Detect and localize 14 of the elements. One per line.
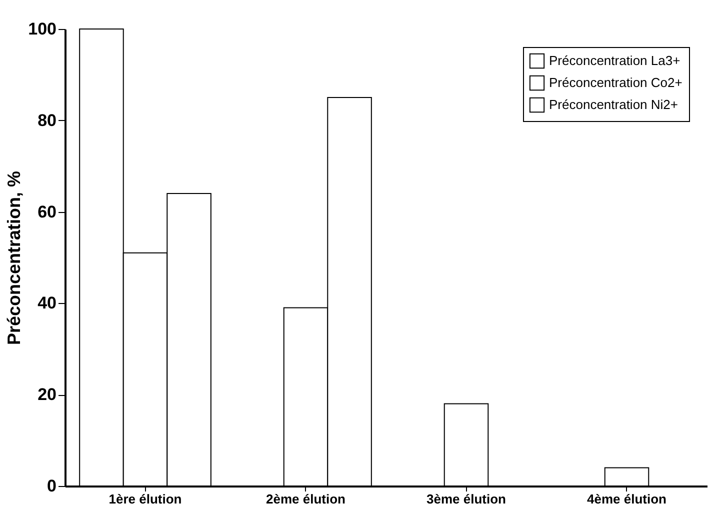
legend-label: Préconcentration La3+ [549, 53, 680, 68]
x-tick-label: 1ère élution [108, 492, 182, 506]
y-tick-label: 80 [38, 110, 56, 130]
y-tick-label: 0 [47, 476, 56, 496]
legend-label: Préconcentration Ni2+ [549, 97, 678, 112]
legend-label: Préconcentration Co2+ [549, 75, 682, 90]
y-tick-label: 20 [38, 385, 56, 404]
x-tick-label: 3ème élution [426, 492, 506, 506]
y-tick-label: 60 [38, 202, 56, 222]
y-axis-title: Préconcentration, % [4, 170, 24, 346]
x-tick-label: 4ème élution [587, 492, 667, 506]
y-tick-label: 100 [28, 20, 56, 38]
x-tick-label: 2ème élution [266, 492, 346, 506]
y-tick-label: 40 [38, 294, 56, 313]
